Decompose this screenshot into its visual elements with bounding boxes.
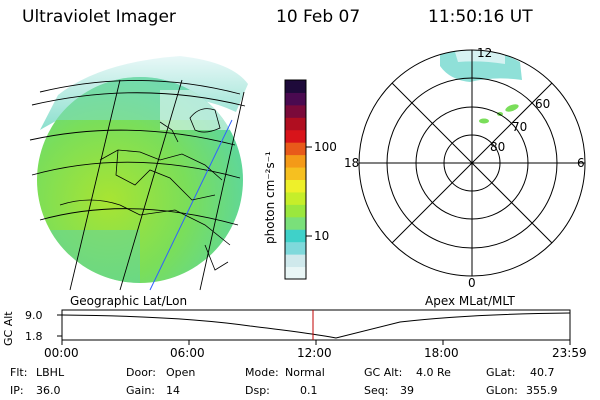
polar-label-12: 12	[477, 46, 493, 60]
glon-value: 355.9	[526, 384, 558, 397]
dsp-value: 0.1	[300, 384, 318, 397]
polar-label-70: 70	[512, 120, 528, 134]
colorbar-tick-10: 10	[314, 229, 330, 243]
date-label: 10 Feb 07	[276, 7, 361, 27]
seq-value: 39	[400, 384, 414, 397]
colorbar-segment	[285, 154, 306, 168]
polar-label-80: 80	[490, 140, 506, 154]
timeline-xtick-1800: 18:00	[424, 346, 459, 360]
colorbar-tick-100: 100	[314, 140, 337, 154]
colorbar-segment	[285, 191, 306, 205]
colorbar-segment	[285, 229, 306, 243]
ip-value: 36.0	[36, 384, 61, 397]
colorbar-segment	[285, 241, 306, 255]
timeline-ytick-high: 9.0	[25, 309, 43, 322]
timeline-y-label: GC Alt	[2, 311, 15, 346]
gcalt-label: GC Alt:	[364, 366, 403, 379]
gain-value: 14	[166, 384, 180, 397]
polar-label-18: 18	[344, 156, 360, 170]
colorbar-segment	[285, 266, 306, 280]
seq-label: Seq:	[364, 384, 389, 397]
colorbar-segment	[285, 254, 306, 268]
timeline-xtick-0600: 06:00	[170, 346, 205, 360]
polar-label-60: 60	[535, 97, 551, 111]
flt-label: Flt:	[10, 366, 28, 379]
geographic-label: Geographic Lat/Lon	[70, 294, 188, 308]
glon-label: GLon:	[486, 384, 518, 397]
colorbar-segment	[285, 80, 306, 93]
timeline-xtick-1200: 12:00	[297, 346, 332, 360]
timeline-plot	[57, 309, 571, 345]
dsp-label: Dsp:	[245, 384, 270, 397]
polar-plot	[358, 49, 586, 277]
apex-label: Apex MLat/MLT	[425, 294, 515, 308]
colorbar-segment	[285, 204, 306, 218]
colorbar-segment	[285, 179, 306, 193]
colorbar	[284, 79, 312, 280]
door-label: Door:	[126, 366, 156, 379]
ip-label: IP:	[10, 384, 24, 397]
glat-value: 40.7	[530, 366, 555, 379]
glat-label: GLat:	[486, 366, 516, 379]
colorbar-segment	[285, 167, 306, 180]
gain-label: Gain:	[126, 384, 155, 397]
colorbar-unit-label: photon cm⁻²s⁻¹	[263, 151, 277, 244]
polar-label-0: 0	[468, 276, 476, 290]
timeline-xtick-2359: 23:59	[552, 346, 587, 360]
earth-image	[29, 56, 248, 291]
colorbar-segment	[285, 117, 306, 131]
mode-value: Normal	[285, 366, 325, 379]
colorbar-segment	[285, 129, 306, 143]
colorbar-segment	[285, 142, 306, 156]
flt-value: LBHL	[36, 366, 65, 379]
colorbar-segment	[285, 104, 306, 118]
colorbar-segment	[285, 92, 306, 106]
mode-label: Mode:	[245, 366, 279, 379]
time-label: 11:50:16 UT	[428, 7, 533, 27]
polar-label-6: 6	[577, 156, 585, 170]
gcalt-value: 4.0 Re	[416, 366, 451, 379]
timeline-ytick-low: 1.8	[25, 330, 43, 343]
door-value: Open	[166, 366, 196, 379]
colorbar-segment	[285, 216, 306, 230]
instrument-title: Ultraviolet Imager	[22, 7, 176, 27]
timeline-xtick-0000: 00:00	[44, 346, 79, 360]
